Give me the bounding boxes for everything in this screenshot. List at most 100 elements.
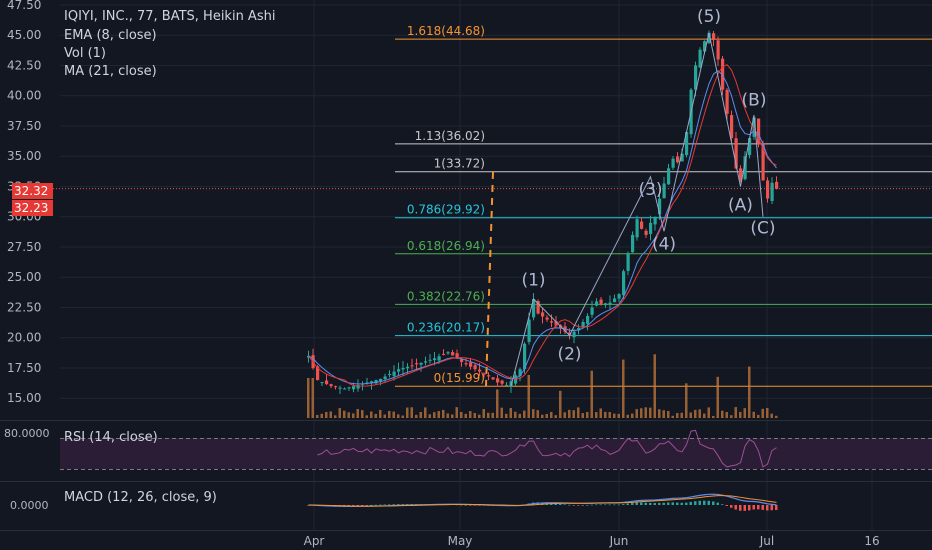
candle[interactable] xyxy=(415,363,419,365)
candle[interactable] xyxy=(347,387,351,389)
candle[interactable] xyxy=(419,362,423,365)
candle[interactable] xyxy=(554,321,558,326)
candle[interactable] xyxy=(505,384,509,386)
candle[interactable] xyxy=(631,234,635,253)
candle[interactable] xyxy=(775,181,779,189)
candle[interactable] xyxy=(329,384,333,387)
candle[interactable] xyxy=(401,367,405,370)
candle[interactable] xyxy=(761,143,765,181)
candle[interactable] xyxy=(590,307,594,315)
candle[interactable] xyxy=(640,221,644,229)
candle[interactable] xyxy=(581,321,585,328)
candle[interactable] xyxy=(698,49,702,68)
candle[interactable] xyxy=(685,132,689,156)
candle[interactable] xyxy=(757,118,761,145)
candle[interactable] xyxy=(487,375,491,377)
candle[interactable] xyxy=(500,380,504,384)
candle[interactable] xyxy=(613,298,617,303)
candle[interactable] xyxy=(392,371,396,376)
candle[interactable] xyxy=(734,138,738,169)
wave-label[interactable]: (B) xyxy=(742,90,767,110)
candle[interactable] xyxy=(523,343,527,370)
candle[interactable] xyxy=(622,271,626,296)
candle[interactable] xyxy=(343,388,347,390)
candle[interactable] xyxy=(374,380,378,384)
candle[interactable] xyxy=(334,386,338,388)
wave-label[interactable]: (1) xyxy=(521,271,545,291)
candle[interactable] xyxy=(410,365,414,367)
candle[interactable] xyxy=(388,374,392,376)
candle[interactable] xyxy=(644,230,648,235)
candle[interactable] xyxy=(572,331,576,338)
wave-label[interactable]: (3) xyxy=(638,180,662,200)
candle[interactable] xyxy=(455,353,459,359)
candle[interactable] xyxy=(518,369,522,376)
candle[interactable] xyxy=(437,356,441,361)
wave-label[interactable]: (A) xyxy=(728,196,753,216)
candle[interactable] xyxy=(748,138,752,156)
wave-label[interactable]: (4) xyxy=(652,234,676,254)
candle[interactable] xyxy=(725,89,729,114)
candle[interactable] xyxy=(469,362,473,367)
candle[interactable] xyxy=(662,183,666,199)
candle[interactable] xyxy=(451,352,455,356)
candle[interactable] xyxy=(482,373,486,375)
candle[interactable] xyxy=(496,378,500,383)
candle[interactable] xyxy=(473,365,477,370)
wave-label[interactable]: (2) xyxy=(557,345,581,365)
candle[interactable] xyxy=(478,369,482,372)
candle[interactable] xyxy=(352,386,356,390)
candle[interactable] xyxy=(541,312,545,317)
elliott-wave[interactable]: (1) (2) (3) (4) (5) (A) (B) (C) xyxy=(510,7,776,387)
candle[interactable] xyxy=(707,32,711,44)
legend-ma[interactable]: MA (21, close) xyxy=(64,64,157,79)
fib-trend-line[interactable] xyxy=(485,171,494,387)
candle[interactable] xyxy=(739,168,743,181)
candle[interactable] xyxy=(464,363,468,365)
candle[interactable] xyxy=(658,198,662,215)
candle[interactable] xyxy=(532,299,536,318)
candle[interactable] xyxy=(550,321,554,323)
candle[interactable] xyxy=(433,358,437,361)
wave-label[interactable]: (5) xyxy=(697,7,721,27)
candle[interactable] xyxy=(635,219,639,238)
candle[interactable] xyxy=(383,376,387,380)
candle[interactable] xyxy=(460,359,464,362)
candle[interactable] xyxy=(716,40,720,60)
candle[interactable] xyxy=(752,117,756,137)
legend-ema[interactable]: EMA (8, close) xyxy=(64,28,157,43)
candle[interactable] xyxy=(446,352,450,354)
candle[interactable] xyxy=(730,115,734,139)
candle[interactable] xyxy=(671,158,675,168)
candle[interactable] xyxy=(379,378,383,382)
candle[interactable] xyxy=(545,317,549,320)
candle[interactable] xyxy=(694,65,698,90)
candle[interactable] xyxy=(577,328,581,331)
candle[interactable] xyxy=(649,222,653,235)
candle[interactable] xyxy=(599,299,603,304)
wave-path[interactable] xyxy=(510,32,764,387)
candle[interactable] xyxy=(316,366,320,381)
candle[interactable] xyxy=(442,353,446,355)
candle[interactable] xyxy=(325,380,329,385)
candle[interactable] xyxy=(424,361,428,363)
candle[interactable] xyxy=(406,366,410,369)
candle[interactable] xyxy=(608,302,612,304)
candle[interactable] xyxy=(712,33,716,41)
candle[interactable] xyxy=(356,384,360,389)
candle[interactable] xyxy=(595,301,599,306)
candle[interactable] xyxy=(653,216,657,225)
candle[interactable] xyxy=(536,301,540,314)
candle[interactable] xyxy=(626,253,630,271)
candle[interactable] xyxy=(568,332,572,336)
candle[interactable] xyxy=(604,303,608,306)
candle[interactable] xyxy=(721,58,725,90)
candle[interactable] xyxy=(617,294,621,299)
candles[interactable] xyxy=(307,30,779,394)
candle[interactable] xyxy=(338,387,342,389)
candle[interactable] xyxy=(370,381,374,384)
candle[interactable] xyxy=(676,156,680,163)
candle[interactable] xyxy=(703,41,707,52)
candle[interactable] xyxy=(586,315,590,324)
